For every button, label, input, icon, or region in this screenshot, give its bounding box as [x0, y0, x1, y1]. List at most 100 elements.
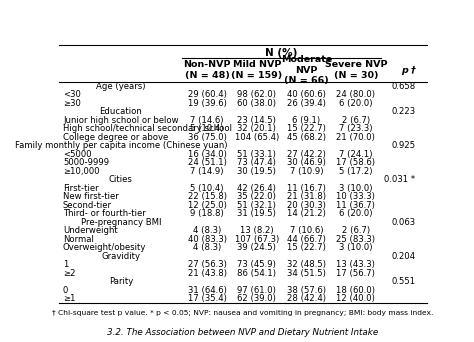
Text: 3 (10.0): 3 (10.0)	[339, 243, 373, 252]
Text: 44 (66.7): 44 (66.7)	[287, 235, 326, 244]
Text: 0: 0	[63, 286, 68, 295]
Text: 0.204: 0.204	[392, 252, 416, 261]
Text: 17 (56.7): 17 (56.7)	[337, 269, 375, 278]
Text: Gravidity: Gravidity	[101, 252, 140, 261]
Text: 10 (33.3): 10 (33.3)	[337, 192, 375, 201]
Text: 51 (32.1): 51 (32.1)	[237, 201, 276, 210]
Text: 3.2. The Association between NVP and Dietary Nutrient Intake: 3.2. The Association between NVP and Die…	[107, 328, 379, 337]
Text: 20 (30.3): 20 (30.3)	[287, 201, 326, 210]
Text: 18 (60.0): 18 (60.0)	[337, 286, 375, 295]
Text: Parity: Parity	[109, 277, 133, 286]
Text: 38 (57.6): 38 (57.6)	[287, 286, 326, 295]
Text: 45 (68.2): 45 (68.2)	[287, 133, 326, 142]
Text: 7 (23.3): 7 (23.3)	[339, 124, 373, 133]
Text: 5 (10.4): 5 (10.4)	[191, 184, 224, 193]
Text: 5 (10.4): 5 (10.4)	[191, 124, 224, 133]
Text: 97 (61.0): 97 (61.0)	[237, 286, 276, 295]
Text: 21 (70.0): 21 (70.0)	[337, 133, 375, 142]
Text: Non-NVP
(N = 48): Non-NVP (N = 48)	[183, 60, 231, 80]
Text: 25 (83.3): 25 (83.3)	[337, 235, 375, 244]
Text: College degree or above: College degree or above	[63, 133, 168, 142]
Text: 15 (22.7): 15 (22.7)	[287, 243, 326, 252]
Text: 0.223: 0.223	[392, 107, 416, 116]
Text: 23 (14.5): 23 (14.5)	[237, 116, 276, 124]
Text: 27 (42.2): 27 (42.2)	[287, 150, 326, 159]
Text: 0.658: 0.658	[392, 82, 416, 91]
Text: N (%): N (%)	[265, 48, 298, 57]
Text: 30 (46.9): 30 (46.9)	[287, 158, 326, 167]
Text: First-tier: First-tier	[63, 184, 99, 193]
Text: 11 (36.7): 11 (36.7)	[337, 201, 375, 210]
Text: 24 (80.0): 24 (80.0)	[337, 90, 375, 99]
Text: 35 (22.0): 35 (22.0)	[237, 192, 276, 201]
Text: 4 (8.3): 4 (8.3)	[193, 243, 221, 252]
Text: 7 (10.6): 7 (10.6)	[290, 226, 323, 235]
Text: 24 (51.1): 24 (51.1)	[188, 158, 227, 167]
Text: ≥10,000: ≥10,000	[63, 167, 100, 176]
Text: 98 (62.0): 98 (62.0)	[237, 90, 276, 99]
Text: 28 (42.4): 28 (42.4)	[287, 294, 326, 303]
Text: 51 (33.1): 51 (33.1)	[237, 150, 276, 159]
Text: Overweight/obesity: Overweight/obesity	[63, 243, 146, 252]
Text: Age (years): Age (years)	[96, 82, 146, 91]
Text: ≥1: ≥1	[63, 294, 75, 303]
Text: 1: 1	[63, 260, 68, 269]
Text: 21 (43.8): 21 (43.8)	[188, 269, 227, 278]
Text: 2 (6.7): 2 (6.7)	[342, 116, 370, 124]
Text: 21 (31.8): 21 (31.8)	[287, 192, 326, 201]
Text: 34 (51.5): 34 (51.5)	[287, 269, 326, 278]
Text: 104 (65.4): 104 (65.4)	[235, 133, 279, 142]
Text: <30: <30	[63, 90, 81, 99]
Text: 40 (60.6): 40 (60.6)	[287, 90, 326, 99]
Text: 31 (19.5): 31 (19.5)	[237, 209, 276, 218]
Text: 31 (64.6): 31 (64.6)	[188, 286, 227, 295]
Text: 16 (34.0): 16 (34.0)	[188, 150, 227, 159]
Text: Pre-pregnancy BMI: Pre-pregnancy BMI	[81, 218, 161, 227]
Text: 13 (43.3): 13 (43.3)	[337, 260, 375, 269]
Text: 73 (45.9): 73 (45.9)	[237, 260, 276, 269]
Text: 7 (14.6): 7 (14.6)	[191, 116, 224, 124]
Text: 14 (21.2): 14 (21.2)	[287, 209, 326, 218]
Text: Second-tier: Second-tier	[63, 201, 112, 210]
Text: 6 (20.0): 6 (20.0)	[339, 98, 373, 108]
Text: ≥2: ≥2	[63, 269, 75, 278]
Text: 0.925: 0.925	[392, 141, 416, 150]
Text: Underweight: Underweight	[63, 226, 118, 235]
Text: 32 (20.1): 32 (20.1)	[237, 124, 276, 133]
Text: 7 (24.1): 7 (24.1)	[339, 150, 373, 159]
Text: 11 (16.7): 11 (16.7)	[287, 184, 326, 193]
Text: Moderate
NVP
(N = 66): Moderate NVP (N = 66)	[281, 55, 332, 85]
Text: 17 (35.4): 17 (35.4)	[188, 294, 227, 303]
Text: 36 (75.0): 36 (75.0)	[188, 133, 227, 142]
Text: 13 (8.2): 13 (8.2)	[240, 226, 273, 235]
Text: 7 (10.9): 7 (10.9)	[290, 167, 323, 176]
Text: 5000-9999: 5000-9999	[63, 158, 109, 167]
Text: 0.551: 0.551	[392, 277, 416, 286]
Text: 2 (6.7): 2 (6.7)	[342, 226, 370, 235]
Text: 0.031 *: 0.031 *	[384, 175, 416, 184]
Text: 6 (20.0): 6 (20.0)	[339, 209, 373, 218]
Text: 26 (39.4): 26 (39.4)	[287, 98, 326, 108]
Text: 39 (24.5): 39 (24.5)	[237, 243, 276, 252]
Text: Junior high school or below: Junior high school or below	[63, 116, 179, 124]
Text: 22 (15.8): 22 (15.8)	[188, 192, 227, 201]
Text: Cities: Cities	[109, 175, 133, 184]
Text: 62 (39.0): 62 (39.0)	[237, 294, 276, 303]
Text: 15 (22.7): 15 (22.7)	[287, 124, 326, 133]
Text: 17 (58.6): 17 (58.6)	[337, 158, 375, 167]
Text: Family monthly per capita income (Chinese yuan): Family monthly per capita income (Chines…	[15, 141, 227, 150]
Text: 4 (8.3): 4 (8.3)	[193, 226, 221, 235]
Text: Mild NVP
(N = 159): Mild NVP (N = 159)	[231, 60, 283, 80]
Text: 86 (54.1): 86 (54.1)	[237, 269, 276, 278]
Text: p †: p †	[401, 66, 416, 75]
Text: † Chi-square test p value. * p < 0.05; NVP: nausea and vomiting in pregnancy; BM: † Chi-square test p value. * p < 0.05; N…	[52, 310, 434, 316]
Text: Severe NVP
(N = 30): Severe NVP (N = 30)	[325, 60, 387, 80]
Text: Education: Education	[100, 107, 142, 116]
Text: Normal: Normal	[63, 235, 94, 244]
Text: 3 (10.0): 3 (10.0)	[339, 184, 373, 193]
Text: 60 (38.0): 60 (38.0)	[237, 98, 276, 108]
Text: 29 (60.4): 29 (60.4)	[188, 90, 227, 99]
Text: ≥30: ≥30	[63, 98, 81, 108]
Text: High school/technical secondary school: High school/technical secondary school	[63, 124, 232, 133]
Text: <5000: <5000	[63, 150, 91, 159]
